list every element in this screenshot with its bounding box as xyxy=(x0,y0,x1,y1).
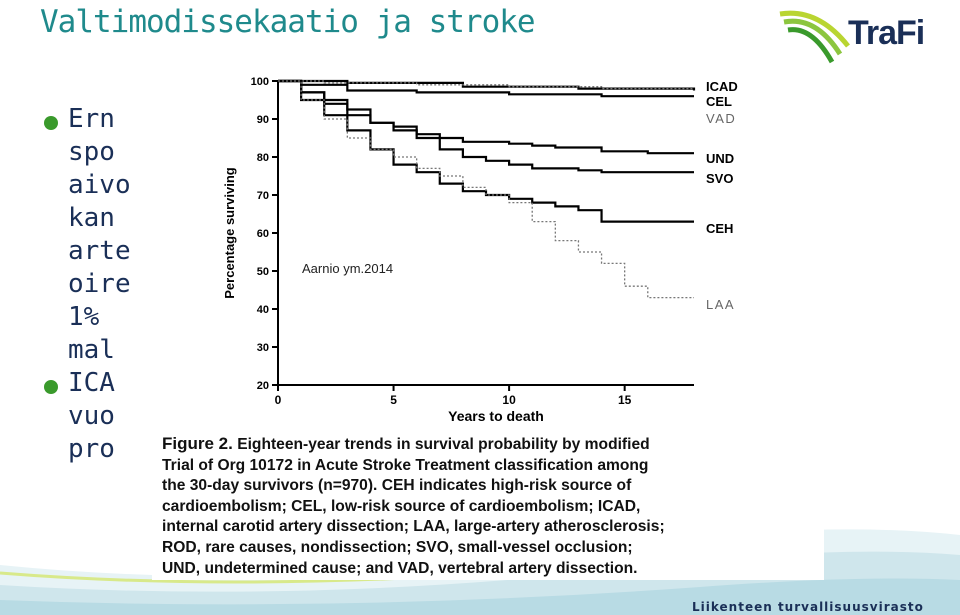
x-tick-label: 10 xyxy=(502,393,516,407)
bullet-line: arte xyxy=(68,236,131,266)
series-label-laa: LAA xyxy=(706,297,735,312)
x-axis-label: Years to death xyxy=(448,408,544,424)
bullet-line: 1% xyxy=(68,302,100,332)
slide-title: Valtimodissekaatio ja stroke xyxy=(40,4,536,40)
bullet-dot-icon xyxy=(44,116,58,130)
y-tick-label: 50 xyxy=(257,266,269,278)
caption-line-0: Eighteen-year trends in survival probabi… xyxy=(232,436,650,453)
series-label-vad: VAD xyxy=(706,111,736,126)
figure-caption: Figure 2. Eighteen-year trends in surviv… xyxy=(162,434,822,579)
y-tick-label: 20 xyxy=(257,380,269,392)
x-tick-label: 5 xyxy=(390,393,397,407)
y-tick-label: 30 xyxy=(257,342,269,354)
series-line-svo xyxy=(278,79,694,174)
caption-line-3: cardioembolism; CEL, low-risk source of … xyxy=(162,497,641,515)
bullet-line: pro xyxy=(68,434,115,464)
y-tick-label: 80 xyxy=(257,152,269,164)
caption-line-6: UND, undetermined cause; and VAD, verteb… xyxy=(162,559,638,577)
series-label-und: UND xyxy=(706,151,734,166)
bullet-dot-icon xyxy=(44,380,58,394)
series-label-svo: SVO xyxy=(706,171,733,186)
y-tick-label: 100 xyxy=(251,76,269,88)
x-tick-label: 0 xyxy=(275,393,282,407)
caption-line-5: ROD, rare causes, nondissection; SVO, sm… xyxy=(162,538,633,556)
bullet-line: vuo xyxy=(68,401,115,431)
bullet-line: aivo xyxy=(68,170,131,200)
y-tick-label: 70 xyxy=(257,190,269,202)
y-tick-label: 90 xyxy=(257,114,269,126)
source-note: Aarnio ym.2014 xyxy=(302,261,393,276)
bullet-line: Ern xyxy=(68,104,115,134)
series-line-laa xyxy=(278,80,694,299)
bullet-line: oire xyxy=(68,269,131,299)
caption-line-2: the 30-day survivors (n=970). CEH indica… xyxy=(162,477,632,495)
y-axis-label: Percentage surviving xyxy=(222,167,237,299)
logo-text: TraFi xyxy=(848,14,925,52)
survival-chart: 20 30 40 50 60 70 80 90 100 0 5 10 15 Years to death P… xyxy=(222,76,738,424)
series-line-vad xyxy=(278,80,694,90)
series-line-ceh xyxy=(278,79,694,223)
caption-first-line: Figure 2. Eighteen-year trends in surviv… xyxy=(162,434,822,456)
x-tick-label: 15 xyxy=(618,393,632,407)
bullet-line: kan xyxy=(68,203,115,233)
trafi-logo-swoosh-icon xyxy=(779,10,850,64)
bullet-line: spo xyxy=(68,137,115,167)
y-tick-label: 40 xyxy=(257,304,269,316)
bullet-line: mal xyxy=(68,335,115,365)
footer-agency-name: Liikenteen turvallisuusvirasto xyxy=(692,600,924,614)
series-label-cel: CEL xyxy=(706,94,732,109)
caption-line-4: internal carotid artery dissection; LAA,… xyxy=(162,518,665,536)
caption-line-1: Trial of Org 10172 in Acute Stroke Treat… xyxy=(162,456,649,474)
survival-figure: 20 30 40 50 60 70 80 90 100 0 5 10 15 Years to death P… xyxy=(152,60,824,580)
series-label-icad: ICAD xyxy=(706,79,738,94)
series-label-ceh: CEH xyxy=(706,221,733,236)
bullet-line: ICA xyxy=(68,368,115,398)
y-tick-label: 60 xyxy=(257,228,269,240)
caption-label: Figure 2. xyxy=(162,434,233,453)
